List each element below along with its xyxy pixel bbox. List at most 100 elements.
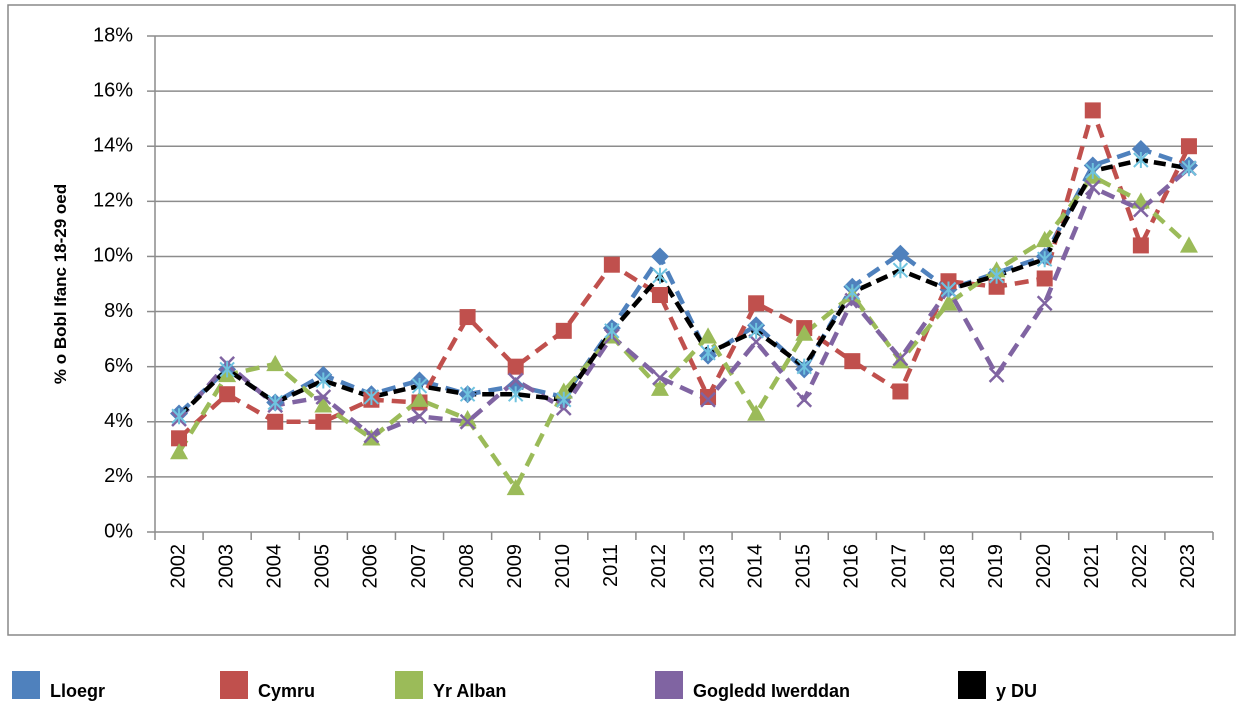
marker (1180, 138, 1197, 155)
marker (1036, 251, 1053, 268)
x-tick-label: 2007 (408, 544, 430, 589)
marker (892, 262, 909, 279)
marker (1036, 270, 1053, 287)
marker (1179, 236, 1198, 253)
marker (315, 372, 332, 389)
legend-swatch (395, 671, 423, 699)
legend-label: Yr Alban (433, 681, 506, 701)
marker (1132, 237, 1149, 254)
x-tick-label: 2018 (937, 544, 959, 589)
marker (363, 427, 380, 444)
marker (892, 350, 909, 367)
marker (988, 278, 1005, 295)
marker (748, 322, 764, 339)
x-tick-label: 2016 (841, 544, 863, 589)
marker (170, 443, 189, 460)
marker (652, 267, 668, 284)
marker (939, 294, 958, 311)
x-tick-label: 2022 (1129, 544, 1151, 589)
legend-label: y DU (996, 681, 1037, 701)
y-tick-label: 0% (104, 520, 133, 542)
y-tick-label: 14% (93, 135, 133, 157)
x-tick-label: 2015 (793, 544, 815, 589)
legend-label: Gogledd Iwerddan (693, 681, 850, 701)
marker (555, 322, 572, 339)
marker (507, 358, 524, 375)
marker (315, 413, 332, 430)
marker (891, 244, 910, 263)
y-tick-label: 16% (93, 79, 133, 101)
x-tick-label: 2008 (456, 544, 478, 589)
marker (410, 390, 429, 407)
y-axis-title: % o Bobl Ifanc 18-29 oed (51, 184, 70, 384)
marker (411, 377, 428, 394)
y-tick-label: 10% (93, 245, 133, 267)
x-tick-label: 2011 (600, 544, 622, 587)
marker (796, 358, 812, 375)
marker (700, 391, 716, 408)
marker (267, 394, 283, 411)
x-tick-label: 2023 (1177, 544, 1199, 589)
marker (651, 287, 668, 304)
marker (844, 284, 861, 301)
marker (699, 327, 718, 344)
marker (1132, 201, 1149, 218)
x-tick-label: 2012 (648, 544, 670, 589)
marker (1036, 295, 1053, 312)
marker (795, 324, 814, 341)
marker (988, 367, 1005, 383)
x-tick-label: 2010 (552, 544, 574, 589)
x-tick-label: 2014 (744, 544, 766, 589)
marker (940, 281, 957, 298)
x-tick-label: 2021 (1081, 544, 1103, 589)
marker (603, 256, 620, 273)
x-tick-label: 2005 (312, 544, 334, 589)
y-tick-label: 2% (104, 465, 133, 487)
x-tick-label: 2019 (985, 544, 1007, 589)
marker (652, 369, 668, 386)
x-tick-label: 2020 (1033, 544, 1055, 589)
marker (1181, 160, 1197, 177)
marker (459, 309, 476, 326)
x-tick-label: 2009 (504, 544, 526, 589)
marker (700, 344, 716, 361)
legend-swatch (655, 671, 683, 699)
marker (700, 388, 717, 405)
marker (363, 388, 380, 405)
marker (892, 383, 909, 400)
y-tick-label: 6% (104, 355, 133, 377)
marker (604, 322, 620, 339)
x-tick-label: 2004 (264, 544, 286, 589)
x-tick-label: 2006 (360, 544, 382, 589)
marker (315, 389, 332, 405)
marker (796, 391, 813, 408)
marker (748, 295, 765, 312)
marker (1035, 230, 1054, 248)
marker (459, 413, 476, 430)
marker (459, 386, 476, 403)
marker (650, 247, 669, 266)
legend-swatch (958, 671, 986, 699)
marker (411, 408, 428, 425)
marker (748, 333, 765, 350)
marker (267, 413, 284, 430)
marker (1084, 179, 1101, 196)
marker (844, 353, 861, 370)
marker (1131, 139, 1150, 158)
y-tick-label: 12% (93, 190, 133, 212)
series-line (177, 166, 1191, 438)
marker (219, 361, 235, 378)
legend-swatch (12, 671, 40, 699)
marker (171, 430, 188, 447)
marker (650, 379, 669, 396)
marker (506, 478, 525, 496)
marker (747, 404, 766, 421)
legend-label: Lloegr (50, 681, 105, 701)
series-line (177, 157, 1190, 418)
marker (988, 267, 1005, 284)
x-tick-label: 2003 (215, 544, 237, 589)
y-tick-label: 8% (104, 300, 133, 322)
series-line (177, 174, 1191, 491)
marker (171, 408, 187, 425)
